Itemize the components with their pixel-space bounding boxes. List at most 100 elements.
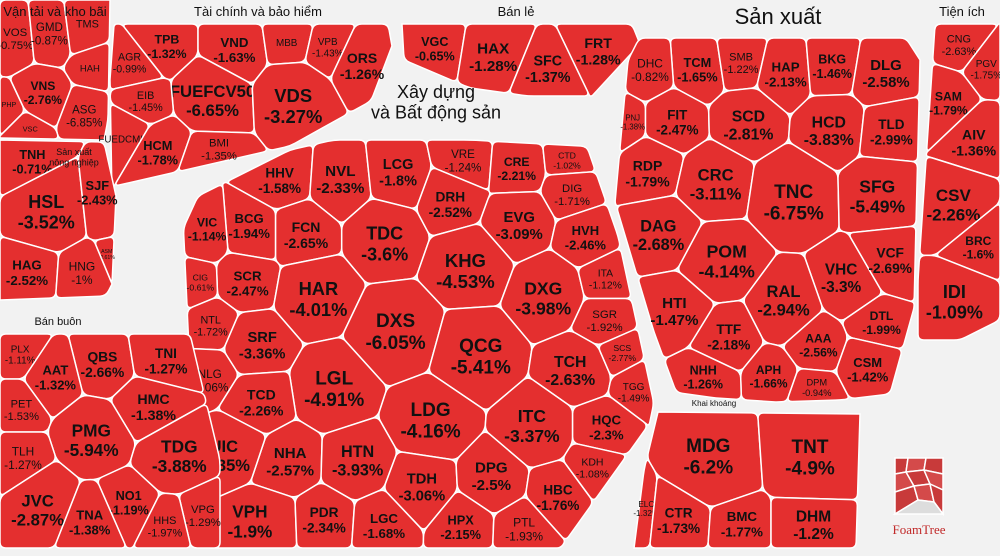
cell-change: -1.02% (553, 161, 581, 171)
cell-change: -1.47% (650, 312, 699, 329)
cell-ticker: LGL (315, 369, 353, 390)
cell-change: -3.09% (496, 227, 543, 243)
cell-change: -1.26% (683, 378, 723, 392)
cell-bmc[interactable] (707, 489, 772, 549)
cell-pnj[interactable] (619, 92, 647, 152)
cell-ticker: EVG (503, 210, 534, 226)
group-tai-chinh-va-bao-hiem: TPB-1.32% VND-1.63% MBB VPB-1.43% AGR-0.99% F… (98, 23, 393, 188)
cell-ticker: VHC (825, 261, 858, 278)
cell-change: -2.68% (633, 236, 685, 254)
cell-tlh[interactable] (0, 431, 56, 496)
cell-change: -1.26% (340, 66, 385, 82)
cell-ticker: KDH (581, 457, 603, 469)
cell-ticker: SFG (859, 177, 895, 197)
cell-php[interactable] (0, 76, 25, 135)
cell-ticker: CNG (947, 33, 971, 45)
cell-ticker: VND (220, 35, 248, 50)
cell-change: -2.13% (765, 75, 807, 90)
cell-change: -2.33% (316, 180, 365, 197)
cell-asg[interactable] (55, 84, 110, 141)
cell-change: -2.63% (545, 372, 595, 389)
cell-hpx[interactable] (422, 491, 495, 549)
cell-vds[interactable] (251, 61, 348, 151)
cell-cig[interactable] (184, 256, 219, 309)
cell-pdr[interactable] (294, 482, 356, 549)
cell-ticker: HQC (592, 412, 622, 427)
cell-bmi[interactable] (178, 130, 268, 172)
cell-change: -1.93% (505, 529, 543, 543)
cell-change: -1.68% (363, 526, 405, 541)
cell-ticker: HPX (448, 512, 475, 527)
cell-change: -1.58% (258, 181, 301, 196)
cell-ticker: HHS (153, 515, 176, 527)
cell-ptl[interactable] (492, 497, 566, 549)
cell-vsc[interactable] (0, 111, 59, 140)
cell-ticker: BMI (209, 138, 229, 150)
group-title-ban-buon: Bán buôn (34, 316, 81, 328)
cell-change: -1.09% (926, 303, 983, 323)
cell-ticker: DXS (376, 311, 415, 332)
cell-jvc[interactable] (0, 460, 81, 549)
cell-change: -0.75% (0, 40, 33, 52)
cell-brc[interactable] (936, 204, 1000, 281)
cell-change: -1.78% (138, 153, 179, 168)
cell-ticker: TNC (774, 182, 813, 203)
cell-ticker: HCM (143, 138, 172, 153)
cell-ticker: VSC (23, 125, 39, 134)
cell-tdg[interactable] (129, 404, 221, 495)
cell-pmg[interactable] (47, 394, 136, 481)
cell-change: -2.15% (440, 527, 481, 542)
cell-ticker: TNI (155, 346, 177, 361)
foamtree-logo: FoamTree (878, 452, 960, 542)
cell-change: -5.94% (64, 440, 119, 460)
cell-hng[interactable] (55, 237, 113, 299)
cell-change: -4.91% (304, 390, 364, 411)
cell-ticker: PDR (310, 505, 339, 520)
cell-sfc[interactable] (509, 23, 589, 97)
cell-ticker: VPG (191, 504, 215, 516)
cell-ticker: DRH (435, 190, 465, 205)
cell-lgc[interactable] (351, 489, 425, 549)
cell-ticker: ASM (101, 249, 112, 255)
cell-change: -6.75% (764, 203, 824, 224)
cell-ors[interactable] (330, 23, 393, 113)
cell-ticker: HTI (662, 295, 686, 312)
cell-ticker: MDG (686, 436, 730, 457)
cell-ticker: APH (756, 363, 781, 377)
cell-ticker: FUEFCV50 (170, 82, 255, 101)
cell-change: -1.72% (194, 327, 229, 339)
cell-ticker: VPB (318, 37, 338, 48)
cell-change: -1.65% (677, 69, 718, 84)
cell-change: -1.43% (312, 49, 344, 60)
cell-change: -2.99% (870, 133, 913, 148)
cell-ticker: DLG (870, 58, 901, 74)
cell-ticker: DIG (562, 183, 582, 195)
cell-vgc[interactable] (401, 23, 467, 82)
cell-dpm[interactable] (787, 368, 849, 403)
cell-ticker: HAH (80, 64, 100, 75)
cell-ticker: ITA (598, 269, 613, 280)
cell-ticker: QBS (87, 349, 117, 364)
foamtree-logo-text: FoamTree (892, 522, 946, 537)
cell-change: -1.19% (109, 503, 149, 517)
cell-scs[interactable] (598, 329, 645, 377)
cell-tni[interactable] (128, 333, 204, 393)
cell-change: -1.97% (148, 528, 183, 540)
cell-change: -2.61% (98, 255, 115, 261)
cell-hti[interactable] (638, 270, 715, 358)
cell-change: -1.66% (749, 377, 787, 391)
cell-vpg[interactable] (178, 476, 221, 549)
cell-ticker: DPM (806, 378, 827, 388)
cell-elc[interactable] (633, 459, 658, 549)
cell-tna[interactable] (54, 478, 126, 549)
cell-ticker: TDH (407, 472, 437, 488)
cell-kdh[interactable] (563, 443, 626, 501)
cell-dhm[interactable] (770, 496, 859, 549)
cell-change: -2.56% (799, 345, 838, 359)
cell-ctr[interactable] (649, 476, 711, 549)
cell-change: -2.94% (757, 302, 810, 320)
cell-no1[interactable] (97, 465, 160, 549)
cell-hhs[interactable] (133, 492, 191, 549)
cell-change: -1.73% (657, 521, 700, 536)
cell-ticker: NVL (325, 163, 355, 180)
